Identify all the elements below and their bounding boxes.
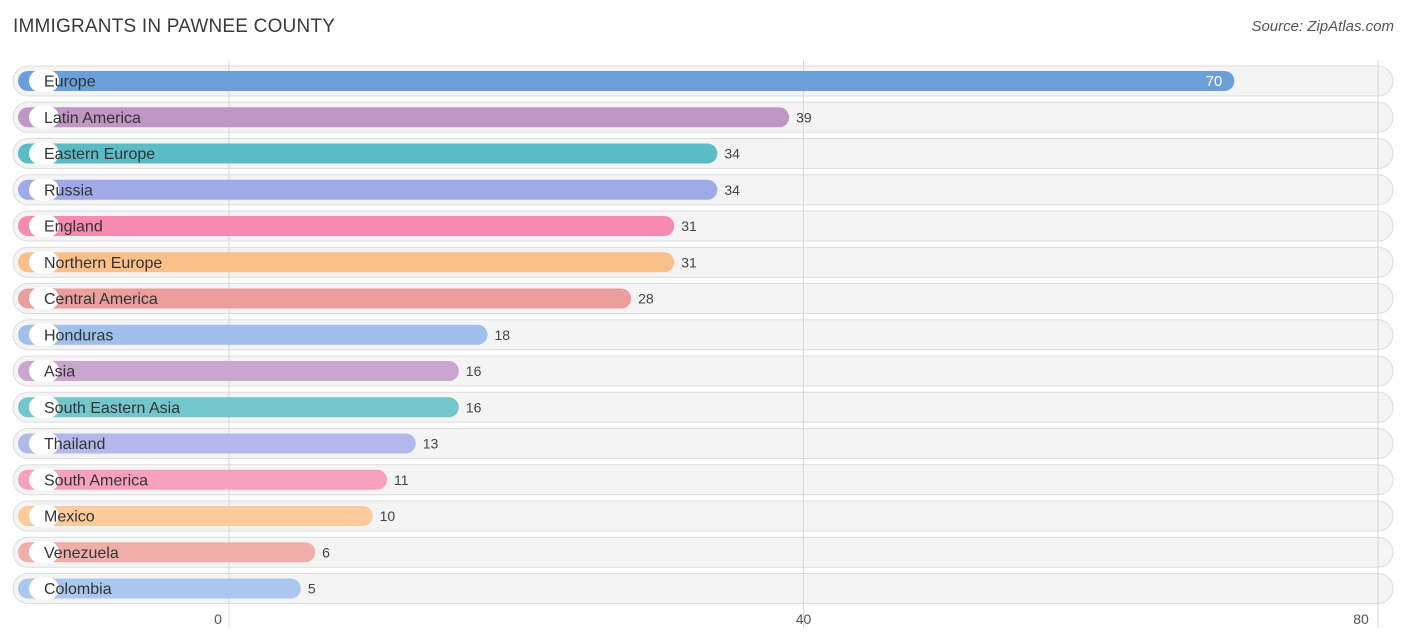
category-label: South America [44, 472, 148, 489]
value-label: 28 [638, 291, 654, 307]
value-label: 34 [724, 146, 740, 162]
bar [18, 71, 1235, 91]
category-label-pill [29, 432, 59, 455]
value-label: 70 [1206, 73, 1223, 90]
category-label: Thailand [44, 436, 105, 453]
chart-title: IMMIGRANTS IN PAWNEE COUNTY [13, 16, 336, 37]
bar [18, 252, 675, 273]
category-label-pill [29, 251, 59, 274]
value-label: 5 [308, 581, 316, 597]
category-label: Colombia [44, 581, 112, 598]
x-axis-ticks: 0 40 80 [214, 611, 1369, 627]
bar [18, 433, 416, 454]
category-label: Venezuela [44, 545, 119, 562]
category-label: Mexico [44, 509, 95, 526]
category-label-pill [29, 106, 59, 129]
category-label-pill [29, 178, 59, 201]
category-label-pill [29, 360, 59, 382]
category-label-pill [29, 541, 59, 564]
category-label: Central America [44, 291, 158, 308]
category-label-pill [29, 505, 59, 527]
x-tick-label: 80 [1353, 611, 1369, 627]
category-label-pill [29, 215, 59, 237]
value-label: 10 [380, 508, 396, 524]
category-label-pill [29, 287, 59, 310]
bar [18, 324, 488, 345]
value-label: 11 [394, 472, 409, 488]
category-label: Honduras [44, 327, 113, 344]
value-label: 18 [495, 327, 511, 343]
bar [18, 397, 459, 418]
value-label: 16 [466, 363, 482, 379]
x-tick-label: 40 [796, 611, 812, 627]
value-label: 39 [796, 109, 812, 125]
category-label-pill [29, 142, 59, 165]
value-label: 16 [466, 399, 482, 415]
row-background [12, 536, 1394, 568]
source-credit: Source: ZipAtlas.com [1251, 18, 1394, 35]
bar [18, 143, 718, 164]
category-label: Asia [44, 364, 75, 381]
category-label-pill [29, 577, 59, 600]
bars: Europe 70 Latin America 39 Eastern Europe 34 R… [18, 70, 1235, 600]
category-label: Eastern Europe [44, 146, 155, 163]
value-label: 31 [681, 218, 697, 234]
bar [18, 506, 373, 526]
category-label-pill [29, 396, 59, 419]
category-label: Europe [44, 74, 96, 91]
bar [18, 179, 718, 200]
bar [18, 288, 632, 309]
bar [18, 216, 675, 236]
category-label-pill [29, 468, 59, 491]
x-tick-label: 0 [214, 611, 222, 627]
category-label: Northern Europe [44, 255, 162, 272]
category-label: Latin America [44, 110, 141, 127]
value-label: 31 [681, 254, 697, 270]
category-label: South Eastern Asia [44, 400, 180, 417]
value-label: 6 [322, 544, 330, 560]
bar [18, 542, 316, 563]
value-label: 13 [423, 436, 439, 452]
value-label: 34 [724, 182, 740, 198]
category-label-pill [29, 323, 59, 346]
category-label: England [44, 219, 103, 236]
row-background [12, 573, 1394, 604]
bar [18, 578, 301, 599]
category-label-pill [29, 70, 59, 92]
category-label: Russia [44, 182, 93, 199]
bar [18, 469, 387, 490]
bar [18, 107, 790, 128]
bar [18, 361, 459, 381]
